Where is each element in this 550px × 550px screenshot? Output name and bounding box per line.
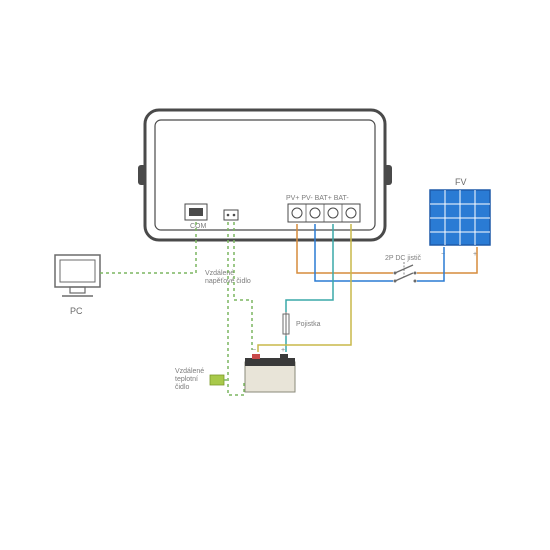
wire-pv-plus-2 [417, 247, 477, 273]
terminal-labels: PV+ PV- BAT+ BAT- [286, 195, 349, 202]
wire-aux-down [228, 222, 244, 395]
fuse-label: Pojistka [296, 321, 321, 328]
pv-label: FV [455, 177, 467, 187]
controller-device: COM PV+ PV- BAT+ BAT- [138, 110, 392, 240]
temp-sensor-label: Vzdálenéteplotníčidlo [175, 368, 204, 391]
pc-label: PC [70, 306, 83, 316]
temp-sensor-icon: Vzdálenéteplotníčidlo [175, 368, 224, 391]
breaker-label: 2P DC jistič [385, 255, 422, 262]
dc-breaker: 2P DC jistič [385, 255, 422, 283]
pc-icon: PC [55, 255, 100, 316]
wire-bat-minus [258, 224, 351, 352]
battery-icon: − + [245, 347, 295, 392]
wire-pv-minus-2 [417, 247, 444, 281]
com-label: COM [190, 223, 207, 230]
fuse-icon: Pojistka [283, 310, 321, 338]
svg-text:+: + [281, 347, 285, 354]
pv-panel: FV − + [430, 177, 490, 258]
